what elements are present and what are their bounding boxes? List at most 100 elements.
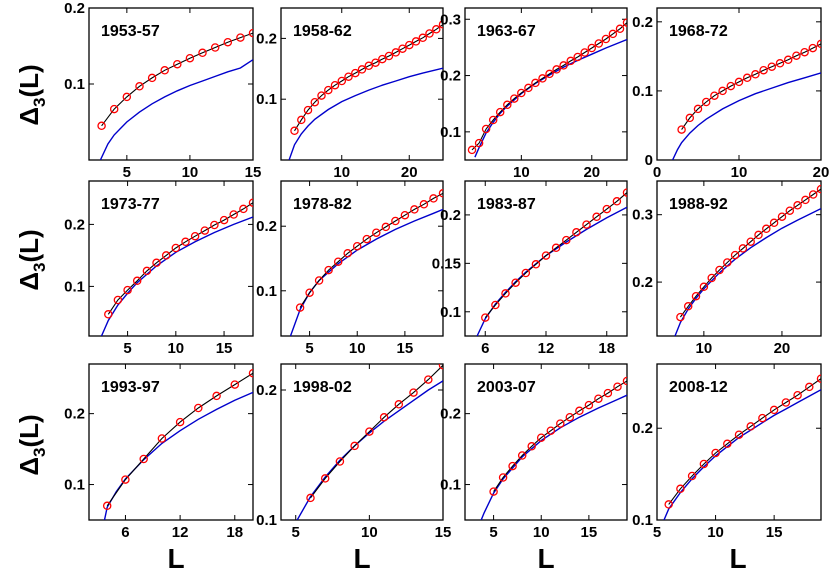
data-point xyxy=(219,215,229,225)
data-point xyxy=(236,33,245,42)
data-point xyxy=(185,53,195,63)
data-point xyxy=(352,241,362,251)
data-point xyxy=(357,65,367,74)
data-point xyxy=(718,86,727,96)
data-point xyxy=(501,289,510,298)
series-line-theory xyxy=(671,72,821,160)
series-line-theory xyxy=(289,208,443,336)
data-point xyxy=(723,439,732,449)
data-point xyxy=(503,100,512,110)
data-point xyxy=(229,210,238,219)
panel-title: 1968-72 xyxy=(669,23,728,40)
data-point xyxy=(481,313,490,322)
data-point xyxy=(121,475,130,484)
data-point xyxy=(175,417,185,427)
data-point xyxy=(391,216,400,226)
plot-area xyxy=(102,368,253,520)
panel-1978-82: 5 10 15 0.1 0.2 1978-82 xyxy=(256,180,444,357)
data-point xyxy=(381,222,391,232)
x-tick-label: 15 xyxy=(581,524,598,541)
data-point xyxy=(676,312,685,322)
y-tick-label: 0.2 xyxy=(440,207,461,224)
data-point xyxy=(365,427,374,436)
data-point xyxy=(701,97,711,107)
plot-area xyxy=(100,198,253,336)
data-point xyxy=(805,382,814,392)
y-tick-label: 0.1 xyxy=(440,124,461,141)
data-point xyxy=(584,400,594,410)
panel-title: 1988-92 xyxy=(669,196,728,213)
data-point xyxy=(808,43,818,53)
data-point xyxy=(290,126,299,136)
series-line-empirical xyxy=(101,32,253,127)
plot-area xyxy=(97,28,253,160)
plot-area xyxy=(476,188,627,336)
data-point xyxy=(816,39,821,49)
data-point xyxy=(816,374,821,383)
data-point xyxy=(758,413,767,423)
y-axis-label-row-2: Δ3(L) xyxy=(14,229,49,290)
panel-1998-02: 5 10 15 0.1 0.2 1998-02 xyxy=(256,363,451,541)
data-point xyxy=(792,51,801,60)
data-point xyxy=(391,48,401,57)
data-point xyxy=(303,105,313,115)
series-line-theory xyxy=(476,206,627,336)
data-point xyxy=(113,295,123,305)
series-line-empirical xyxy=(106,372,253,507)
plot-area xyxy=(663,374,821,520)
data-point xyxy=(135,82,144,91)
series-line-empirical xyxy=(299,192,443,308)
data-point xyxy=(351,68,360,78)
y-tick-label: 0.1 xyxy=(64,477,85,494)
data-point xyxy=(746,237,755,246)
y-tick-label: 0.1 xyxy=(632,83,653,100)
x-tick-label: 10 xyxy=(167,340,184,357)
data-point xyxy=(102,501,112,511)
data-point xyxy=(711,448,720,458)
y-tick-label: 0.2 xyxy=(64,0,85,17)
data-point xyxy=(622,188,627,197)
data-point xyxy=(664,500,673,509)
x-tick-label: 10 xyxy=(707,524,724,541)
x-tick-label: 18 xyxy=(226,524,243,541)
data-point xyxy=(801,195,810,205)
data-point xyxy=(372,228,381,237)
panel-1963-67: 10 20 0.1 0.2 0.3 1963-67 xyxy=(440,7,628,181)
y-tick-label: 0.1 xyxy=(632,512,653,529)
data-point xyxy=(582,220,591,229)
x-tick-label: 20 xyxy=(774,340,791,357)
data-point xyxy=(190,231,200,241)
data-point xyxy=(746,422,755,431)
data-point xyxy=(536,433,546,442)
x-tick-label: 10 xyxy=(182,164,199,181)
data-point xyxy=(793,390,802,400)
series-line-theory xyxy=(480,394,627,520)
data-point xyxy=(248,368,253,378)
data-point xyxy=(384,51,394,61)
y-tick-label: 0.2 xyxy=(64,216,85,233)
data-point xyxy=(751,70,760,79)
data-point xyxy=(409,388,418,397)
x-tick-label: 20 xyxy=(401,164,418,181)
data-point xyxy=(310,97,320,107)
data-point xyxy=(139,454,148,464)
y-tick-label: 0.1 xyxy=(440,304,461,321)
data-point xyxy=(517,88,526,98)
data-point xyxy=(248,198,253,207)
panel-frame xyxy=(88,180,254,337)
series-line-theory xyxy=(663,389,821,520)
panel-frame xyxy=(656,363,822,521)
data-point xyxy=(676,484,685,494)
data-point xyxy=(248,28,253,38)
data-point xyxy=(781,398,791,407)
series-line-theory xyxy=(296,380,443,520)
data-point xyxy=(297,115,306,125)
y-tick-label: 0.1 xyxy=(64,76,85,93)
data-point xyxy=(200,226,210,235)
data-point xyxy=(524,83,533,93)
data-point xyxy=(615,24,625,34)
data-point xyxy=(398,44,407,53)
series-line-empirical xyxy=(493,380,627,492)
data-point xyxy=(734,430,744,439)
data-point xyxy=(194,403,203,413)
